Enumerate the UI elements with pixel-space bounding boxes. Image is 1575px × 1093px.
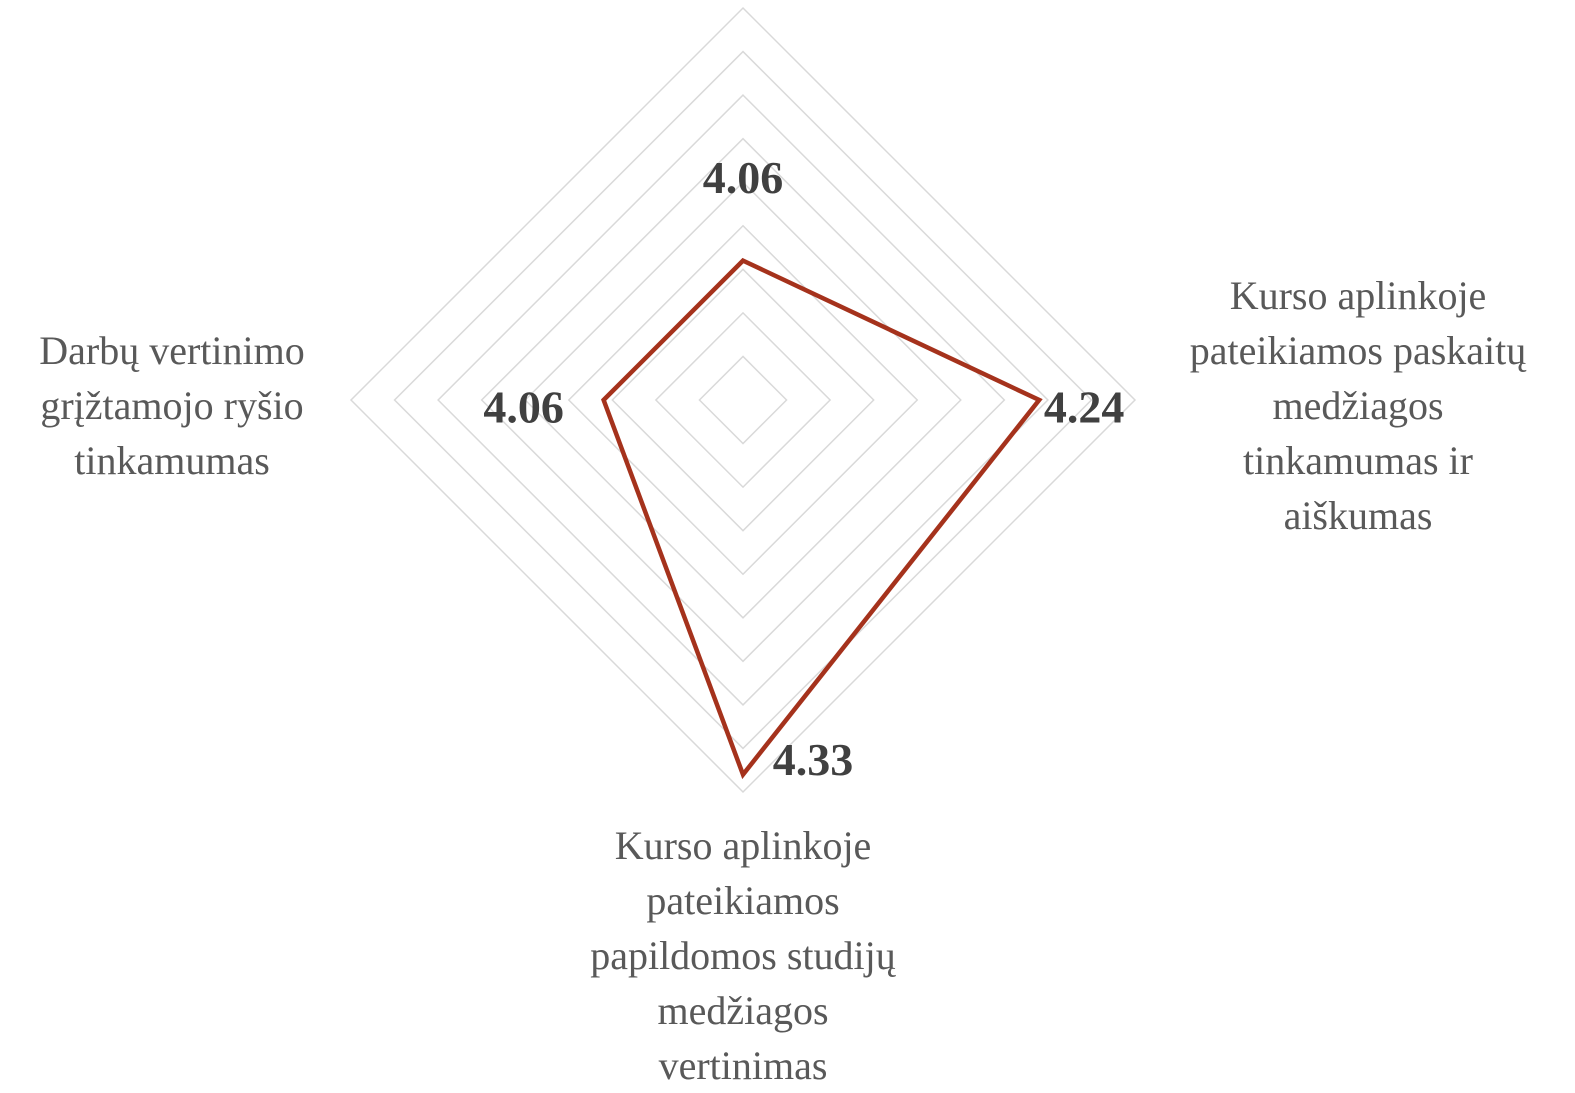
category-label: pateikiamos: [646, 878, 839, 923]
value-label: 4.06: [483, 382, 564, 433]
value-label: 4.24: [1044, 382, 1125, 433]
value-label: 4.33: [773, 734, 854, 785]
category-label: papildomos studijų: [590, 933, 897, 978]
grid-ring: [654, 311, 832, 489]
category-label: vertinimas: [659, 1043, 828, 1088]
category-label: medžiagos: [657, 988, 828, 1033]
grid-ring: [698, 355, 788, 445]
grid-ring: [437, 94, 1049, 706]
grid-ring: [349, 6, 1137, 794]
grid-ring: [567, 224, 919, 576]
category-label: tinkamumas: [74, 438, 270, 483]
category-label: Darbų vertinimo: [39, 328, 305, 373]
value-label: 4.06: [703, 152, 784, 203]
category-label: aiškumas: [1284, 493, 1433, 538]
grid-ring: [480, 137, 1006, 663]
series-line: [601, 257, 1043, 780]
category-label: medžiagos: [1272, 383, 1443, 428]
category-label: tinkamumas ir: [1243, 438, 1473, 483]
grid-ring: [611, 268, 875, 532]
category-label: grįžtamojo ryšio: [40, 383, 303, 428]
category-label: Kurso aplinkoje: [615, 823, 872, 868]
category-label: pateikiamos paskaitų: [1190, 328, 1528, 373]
grid-ring: [393, 50, 1093, 750]
category-label: Kurso aplinkoje: [1230, 273, 1487, 318]
